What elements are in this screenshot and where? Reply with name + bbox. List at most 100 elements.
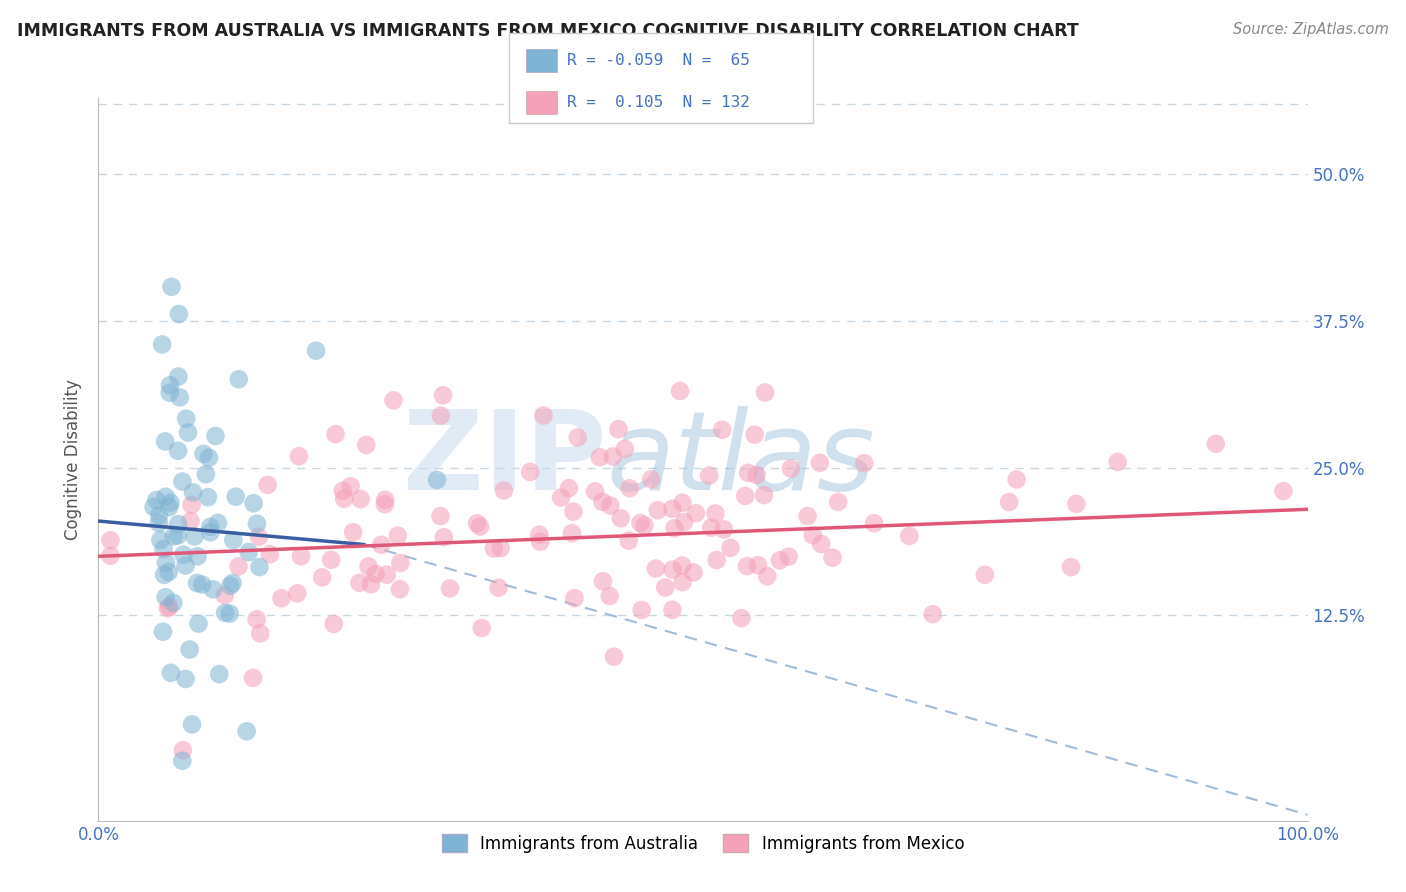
Point xyxy=(810,537,832,551)
Point xyxy=(148,516,170,530)
Point xyxy=(288,449,311,463)
Legend: Immigrants from Australia, Immigrants from Mexico: Immigrants from Australia, Immigrants fr… xyxy=(436,828,970,859)
Point xyxy=(370,538,392,552)
Point xyxy=(349,575,371,590)
Point xyxy=(319,553,342,567)
Point xyxy=(700,521,723,535)
Point xyxy=(145,493,167,508)
Point xyxy=(325,427,347,442)
Point xyxy=(155,591,177,605)
Point xyxy=(561,526,583,541)
Point xyxy=(172,743,194,757)
Point xyxy=(744,427,766,442)
Point xyxy=(198,450,221,465)
Point xyxy=(432,388,454,402)
Point xyxy=(167,517,190,532)
Point xyxy=(218,607,240,621)
Text: ZIP: ZIP xyxy=(404,406,606,513)
Point xyxy=(734,489,756,503)
Point xyxy=(191,577,214,591)
Point xyxy=(157,599,180,614)
Point xyxy=(583,484,606,499)
Point xyxy=(225,490,247,504)
Point xyxy=(492,483,515,498)
Point xyxy=(183,529,205,543)
Point xyxy=(921,607,943,622)
Point xyxy=(821,550,844,565)
Text: R =  0.105  N = 132: R = 0.105 N = 132 xyxy=(567,95,749,110)
Point xyxy=(778,549,800,564)
Point xyxy=(735,559,758,574)
Point xyxy=(179,642,201,657)
Point xyxy=(647,503,669,517)
Point xyxy=(752,488,775,502)
Point xyxy=(339,479,361,493)
Point xyxy=(533,409,555,423)
Point xyxy=(664,521,686,535)
Point xyxy=(644,561,666,575)
Point xyxy=(322,616,344,631)
Point xyxy=(558,481,581,495)
Point xyxy=(153,567,176,582)
Point xyxy=(193,447,215,461)
Point xyxy=(682,566,704,580)
Point xyxy=(769,553,792,567)
Point xyxy=(155,490,177,504)
Point xyxy=(270,591,292,606)
Point xyxy=(562,505,585,519)
Point xyxy=(633,518,655,533)
Point xyxy=(374,497,396,511)
Point xyxy=(706,553,728,567)
Point xyxy=(382,393,405,408)
Point xyxy=(249,560,271,574)
Point xyxy=(613,442,636,456)
Point xyxy=(219,579,242,593)
Point xyxy=(167,369,190,384)
Point xyxy=(174,558,197,573)
Point xyxy=(174,411,197,425)
Point xyxy=(898,529,921,543)
Point xyxy=(488,581,510,595)
Point xyxy=(148,508,170,523)
Point xyxy=(661,563,683,577)
Point xyxy=(863,516,886,531)
Point xyxy=(628,516,651,530)
Point xyxy=(100,549,122,563)
Point xyxy=(519,465,541,479)
Point xyxy=(747,558,769,573)
Point xyxy=(172,548,194,562)
Point xyxy=(246,612,269,626)
Point xyxy=(671,575,693,590)
Point xyxy=(150,337,173,351)
Point xyxy=(285,586,308,600)
Point xyxy=(671,558,693,573)
Text: atlas: atlas xyxy=(606,406,875,513)
Point xyxy=(228,372,250,386)
Point xyxy=(640,472,662,486)
Point xyxy=(157,565,180,579)
Point xyxy=(200,525,222,540)
Point xyxy=(599,499,621,513)
Point xyxy=(754,385,776,400)
Point xyxy=(780,461,803,475)
Point xyxy=(489,541,512,555)
Point xyxy=(246,516,269,531)
Point xyxy=(167,528,190,542)
Point xyxy=(159,385,181,400)
Point xyxy=(609,511,631,525)
Point xyxy=(388,582,411,597)
Point xyxy=(311,570,333,584)
Point xyxy=(592,495,614,509)
Point xyxy=(671,496,693,510)
Point xyxy=(374,492,396,507)
Point xyxy=(181,485,204,500)
Point xyxy=(482,541,505,556)
Point xyxy=(360,577,382,591)
Point xyxy=(249,626,271,640)
Point xyxy=(305,343,328,358)
Point xyxy=(599,589,621,603)
Point xyxy=(172,754,194,768)
Point xyxy=(1060,560,1083,574)
Point xyxy=(998,495,1021,509)
Point xyxy=(1005,473,1028,487)
